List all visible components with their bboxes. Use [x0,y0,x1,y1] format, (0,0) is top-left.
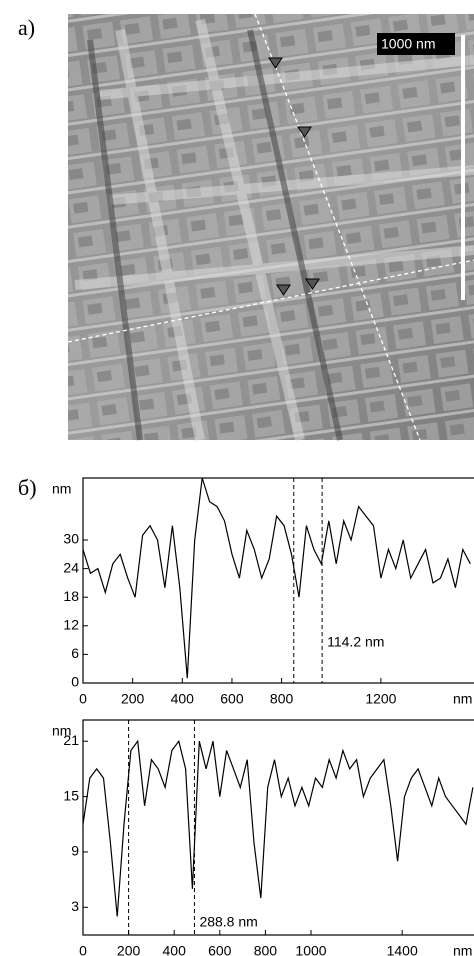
panel-label: б) [18,475,37,500]
y-axis-label: nm [52,723,71,739]
y-tick-label: 30 [63,531,79,547]
x-tick-label: 600 [220,691,244,707]
x-tick-label: 800 [270,691,294,707]
plot-frame [82,719,474,936]
annotation: 114.2 nm [327,634,384,650]
panel-label: а) [18,15,35,40]
y-tick-label: 6 [71,645,79,661]
x-tick-label: 1400 [387,943,418,956]
profile-line [82,739,474,917]
x-tick-label: 400 [163,943,187,956]
x-axis-unit: nm [453,943,472,956]
y-tick-label: 18 [63,588,79,604]
x-tick-label: 0 [79,691,87,707]
x-tick-label: 200 [121,691,145,707]
y-tick-label: 12 [63,616,79,632]
y-axis-label: nm [52,481,71,497]
profile-line [82,477,471,679]
y-tick-label: 9 [71,843,79,859]
x-tick-label: 1200 [365,691,396,707]
afm-image [67,13,474,442]
plot-frame [82,477,474,684]
y-tick-label: 15 [63,787,79,803]
y-tick-label: 3 [71,898,79,914]
x-tick-label: 200 [117,943,141,956]
x-axis-unit: nm [453,691,472,707]
y-tick-label: 24 [63,559,79,575]
x-tick-label: 400 [171,691,195,707]
scale-bar-label: 1000 nm [381,36,435,52]
x-tick-label: 0 [79,943,87,956]
x-tick-label: 600 [208,943,232,956]
x-tick-label: 800 [254,943,278,956]
x-tick-label: 1000 [295,943,326,956]
y-tick-label: 0 [71,674,79,690]
annotation: 288.8 nm [199,914,257,930]
y-tick-label: 21 [63,732,79,748]
